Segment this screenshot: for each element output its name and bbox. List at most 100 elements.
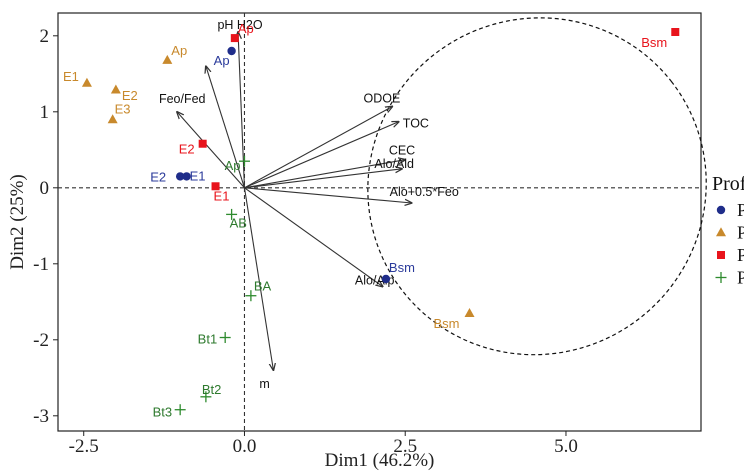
point-label: Bt1 <box>198 332 218 347</box>
triangle-marker <box>162 54 173 64</box>
point-P4-Bt3: Bt3 <box>153 404 186 420</box>
circle-marker <box>716 205 726 215</box>
x-tick-label: 2.5 <box>393 436 417 457</box>
variable-label: pH H2O <box>217 18 262 32</box>
variable-label: ODOE <box>364 91 401 105</box>
plot-area <box>57 12 702 432</box>
variable-label: Alo+0.5*Feo <box>390 185 459 199</box>
legend-label: P1 <box>737 200 744 220</box>
point-label: Ap <box>225 158 241 173</box>
plus-marker <box>715 272 727 283</box>
variable-arrow-7 <box>244 187 411 203</box>
triangle-marker <box>716 227 726 237</box>
circle-marker <box>381 274 391 284</box>
ellipse-annotation <box>367 17 707 356</box>
point-P1-Bsm: Bsm <box>381 260 415 284</box>
point-label: E1 <box>190 168 206 183</box>
confidence-ellipse <box>367 17 707 356</box>
legend-label: P4 <box>737 268 744 288</box>
y-tick-label: -2 <box>33 330 49 351</box>
variable-arrow-8 <box>244 187 382 287</box>
y-tick-label: 0 <box>40 178 50 199</box>
square-marker <box>717 251 725 259</box>
point-P4-BA: BA <box>245 279 272 302</box>
point-P4-Ap: Ap <box>225 155 250 173</box>
point-P1-E2: E2 <box>150 169 185 184</box>
y-tick-label: 2 <box>40 26 50 47</box>
square-marker <box>211 182 220 191</box>
reference-lines <box>58 13 701 431</box>
y-tick-label: 1 <box>40 102 50 123</box>
plus-marker <box>238 155 250 167</box>
point-P3-E2: E2 <box>179 139 207 157</box>
x-tick-label: 0.0 <box>233 436 257 457</box>
legend-item-P2: P2 <box>716 223 744 243</box>
point-P4-Bt2: Bt2 <box>200 382 221 403</box>
legend-item-P1: P1 <box>716 200 744 220</box>
point-label: Bt2 <box>202 382 222 397</box>
point-P2-E1: E1 <box>63 69 92 87</box>
plus-marker <box>174 404 186 416</box>
point-label: E2 <box>122 88 138 103</box>
plot-border <box>57 12 702 432</box>
point-label: Bt3 <box>153 405 173 420</box>
plus-marker <box>226 208 238 220</box>
point-label: E1 <box>214 188 230 203</box>
point-label: E2 <box>179 142 195 157</box>
x-tick-label: 5.0 <box>554 436 578 457</box>
square-marker <box>198 139 207 148</box>
variable-label: Alo/Ald <box>374 157 414 171</box>
point-P1-Ap: Ap <box>214 46 236 68</box>
axes: -2.5 0.0 2.5 5.0 -3 -2 -1 0 1 2 <box>33 26 578 457</box>
x-axis-title: Dim1 (46.2%) <box>325 450 435 471</box>
circle-marker <box>227 46 236 56</box>
variable-arrow-5 <box>244 160 405 189</box>
point-P3-Ap: Ap <box>230 21 254 43</box>
legend-label: P2 <box>737 223 744 243</box>
triangle-marker <box>107 114 118 124</box>
variable-label: CEC <box>389 144 415 158</box>
point-label: Ap <box>238 21 254 36</box>
variable-label: Feo/Fed <box>159 92 206 106</box>
y-axis-title: Dim2 (25%) <box>7 174 28 270</box>
legend-item-P3: P3 <box>717 245 744 265</box>
point-P3-E1: E1 <box>211 182 230 203</box>
legend: Profile P1 P2P3 P4 <box>712 173 744 288</box>
point-P3-Bsm: Bsm <box>641 28 680 50</box>
x-tick-label: -2.5 <box>69 436 99 457</box>
circle-marker <box>175 172 185 181</box>
y-tick-label: -1 <box>33 254 49 275</box>
triangle-marker <box>110 84 121 94</box>
point-P2-Bsm: Bsm <box>434 308 475 331</box>
point-label: Bsm <box>641 35 667 50</box>
variable-arrow-6 <box>244 169 402 189</box>
point-label: Ap <box>171 43 187 58</box>
variable-label: m <box>259 377 269 391</box>
square-marker <box>671 28 680 36</box>
y-tick-label: -3 <box>33 406 49 427</box>
variable-arrow-9 <box>243 187 273 370</box>
legend-item-P4: P4 <box>715 268 744 288</box>
plus-marker <box>219 332 231 344</box>
point-P4-AB: AB <box>226 208 247 230</box>
point-P2-E3: E3 <box>107 101 131 124</box>
point-label: E3 <box>115 101 131 116</box>
variable-arrow-1 <box>177 112 245 189</box>
variable-arrow-2 <box>206 66 245 188</box>
variable-arrow-3 <box>244 106 392 189</box>
point-P1-E1: E1 <box>182 168 206 183</box>
triangle-marker <box>464 308 475 317</box>
point-P4-Bt1: Bt1 <box>198 332 231 347</box>
point-P2-E2: E2 <box>110 84 138 103</box>
legend-title: Profile <box>712 173 744 195</box>
plus-marker <box>245 290 257 302</box>
point-P2-Ap: Ap <box>162 43 187 64</box>
point-label: E2 <box>150 169 166 184</box>
variable-label: TOC <box>403 117 429 131</box>
variable-arrow-4 <box>244 122 398 189</box>
square-marker <box>230 34 239 43</box>
point-label: Bsm <box>434 316 460 331</box>
point-label: E1 <box>63 69 79 84</box>
